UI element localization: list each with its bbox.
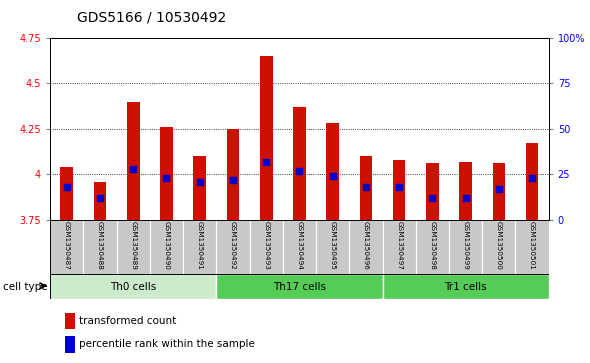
Point: [96, 195, 105, 201]
Bar: [359, 156, 372, 220]
Point: [428, 195, 437, 201]
Text: GSM1350490: GSM1350490: [163, 221, 169, 270]
Bar: [382, 220, 416, 274]
Bar: [526, 143, 539, 220]
Bar: [459, 162, 472, 220]
Bar: [349, 220, 382, 274]
Bar: [94, 182, 106, 220]
Text: GSM1350500: GSM1350500: [496, 221, 502, 270]
Bar: [393, 160, 405, 220]
Bar: [326, 123, 339, 220]
Point: [461, 195, 470, 201]
Bar: [426, 163, 439, 220]
Bar: [50, 220, 83, 274]
Bar: [50, 274, 217, 299]
Bar: [227, 129, 240, 220]
Bar: [150, 220, 183, 274]
Bar: [316, 220, 349, 274]
Text: percentile rank within the sample: percentile rank within the sample: [78, 339, 254, 350]
Bar: [60, 167, 73, 220]
Text: Tr1 cells: Tr1 cells: [444, 282, 487, 292]
Bar: [217, 220, 250, 274]
Point: [328, 173, 337, 179]
Bar: [416, 220, 449, 274]
Point: [494, 186, 504, 192]
Point: [527, 175, 537, 181]
Point: [294, 168, 304, 174]
Text: GSM1350496: GSM1350496: [363, 221, 369, 270]
Text: GSM1350494: GSM1350494: [296, 221, 303, 270]
Text: GDS5166 / 10530492: GDS5166 / 10530492: [77, 11, 226, 25]
Bar: [194, 156, 206, 220]
Bar: [293, 107, 306, 220]
Point: [195, 179, 205, 184]
Bar: [382, 274, 549, 299]
Text: GSM1350501: GSM1350501: [529, 221, 535, 270]
Text: GSM1350499: GSM1350499: [463, 221, 468, 270]
Bar: [83, 220, 117, 274]
Bar: [65, 336, 75, 352]
Bar: [217, 274, 382, 299]
Point: [394, 184, 404, 190]
Bar: [482, 220, 516, 274]
Point: [361, 184, 371, 190]
Text: GSM1350493: GSM1350493: [263, 221, 269, 270]
Bar: [127, 102, 140, 220]
Text: GSM1350487: GSM1350487: [64, 221, 70, 270]
Bar: [283, 220, 316, 274]
Text: cell type: cell type: [3, 282, 48, 292]
Bar: [250, 220, 283, 274]
Text: Th0 cells: Th0 cells: [110, 282, 156, 292]
Bar: [183, 220, 217, 274]
Text: transformed count: transformed count: [78, 316, 176, 326]
Text: GSM1350497: GSM1350497: [396, 221, 402, 270]
Text: Th17 cells: Th17 cells: [273, 282, 326, 292]
Text: GSM1350495: GSM1350495: [330, 221, 336, 270]
Bar: [117, 220, 150, 274]
Bar: [493, 163, 505, 220]
Text: GSM1350489: GSM1350489: [130, 221, 136, 270]
Bar: [449, 220, 482, 274]
Text: GSM1350488: GSM1350488: [97, 221, 103, 270]
Bar: [160, 127, 173, 220]
Bar: [516, 220, 549, 274]
Text: GSM1350491: GSM1350491: [196, 221, 203, 270]
Point: [261, 159, 271, 164]
Text: GSM1350498: GSM1350498: [430, 221, 435, 270]
Point: [228, 177, 238, 183]
Text: GSM1350492: GSM1350492: [230, 221, 236, 270]
Bar: [65, 313, 75, 329]
Point: [129, 166, 138, 172]
Point: [162, 175, 171, 181]
Bar: [260, 56, 273, 220]
Point: [62, 184, 71, 190]
